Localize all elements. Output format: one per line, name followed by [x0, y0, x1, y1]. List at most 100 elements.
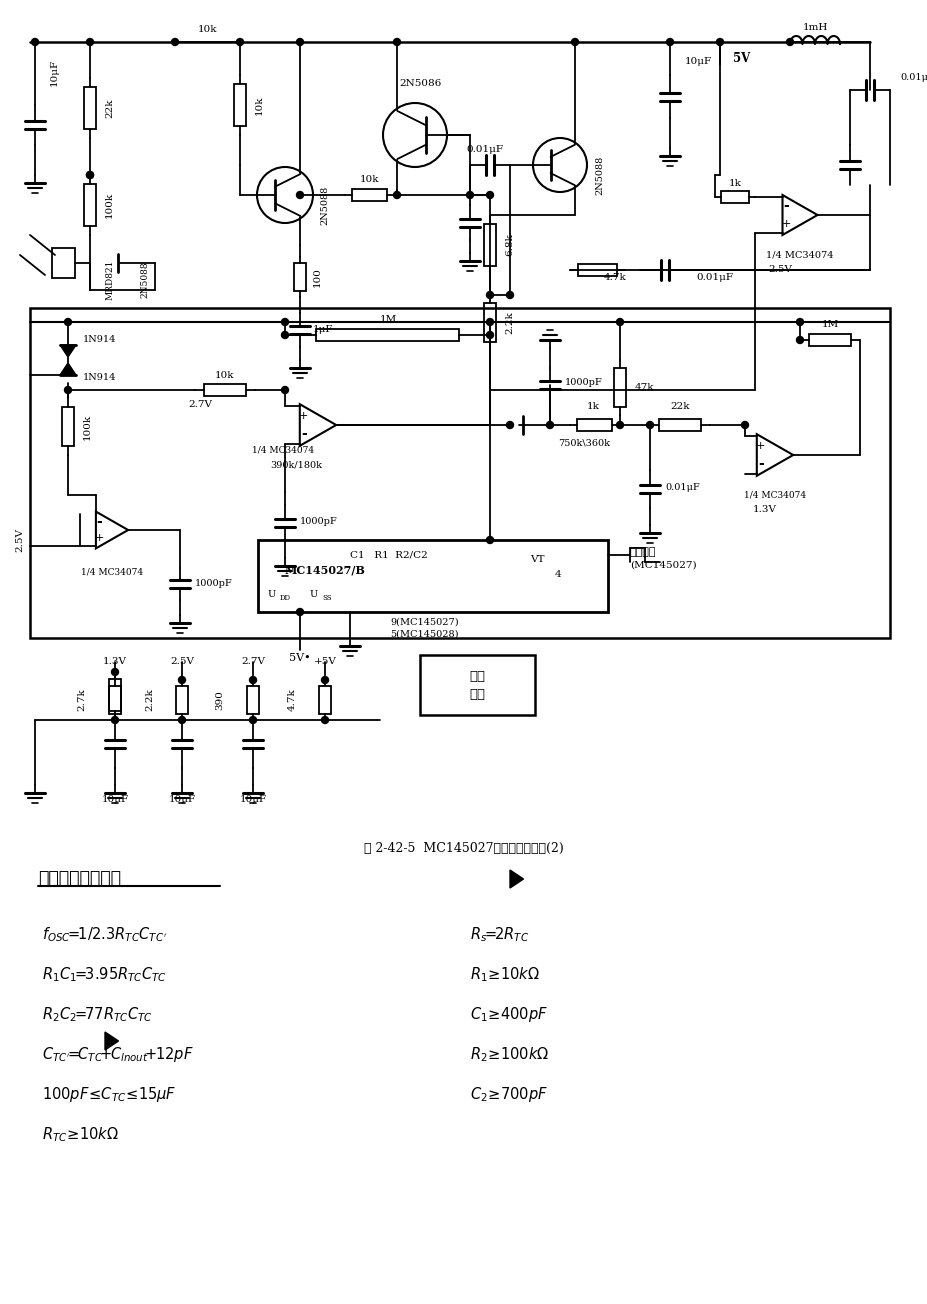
- Circle shape: [795, 318, 803, 326]
- Text: 750k\360k: 750k\360k: [557, 438, 609, 447]
- Text: 2.2k: 2.2k: [504, 312, 514, 334]
- Text: SS: SS: [322, 595, 331, 602]
- Text: 2N5088: 2N5088: [320, 185, 329, 224]
- Circle shape: [506, 292, 513, 299]
- Text: 5V: 5V: [732, 51, 749, 64]
- Text: $100pF\!\leq\! C_{TC}\!\leq\! 15\mu F$: $100pF\!\leq\! C_{TC}\!\leq\! 15\mu F$: [42, 1085, 176, 1104]
- Text: MC145027/B: MC145027/B: [285, 565, 365, 575]
- Text: $C_1\!\geq\! 400pF$: $C_1\!\geq\! 400pF$: [469, 1005, 548, 1025]
- Circle shape: [65, 386, 71, 394]
- Text: 47k: 47k: [634, 383, 654, 393]
- Text: 0.01μF: 0.01μF: [696, 274, 732, 283]
- Text: $R_2C_2\!\!=\!\!77R_{TC}C_{TC}$: $R_2C_2\!\!=\!\!77R_{TC}C_{TC}$: [42, 1005, 153, 1025]
- Circle shape: [716, 39, 723, 46]
- Circle shape: [786, 39, 793, 46]
- Bar: [720, 190, 748, 203]
- Bar: [578, 263, 616, 276]
- Text: 0.01μF: 0.01μF: [899, 73, 927, 82]
- Circle shape: [281, 318, 288, 326]
- Bar: [234, 83, 246, 126]
- Text: 1/4 MC34074: 1/4 MC34074: [252, 446, 313, 455]
- Text: 10μF: 10μF: [684, 57, 711, 67]
- Text: 1N914: 1N914: [83, 373, 116, 382]
- Polygon shape: [60, 346, 76, 357]
- Text: 22k: 22k: [669, 403, 689, 412]
- Text: 0.01μF: 0.01μF: [665, 484, 699, 493]
- Text: -: -: [782, 200, 788, 214]
- Text: 2.7V: 2.7V: [188, 400, 211, 409]
- Circle shape: [178, 677, 185, 683]
- Circle shape: [466, 192, 473, 198]
- Bar: [108, 686, 121, 715]
- Bar: [614, 368, 626, 407]
- Circle shape: [486, 318, 493, 326]
- Text: $R_{TC}\!\geq\! 10k\Omega$: $R_{TC}\!\geq\! 10k\Omega$: [42, 1125, 119, 1145]
- Bar: [315, 329, 459, 342]
- Circle shape: [281, 331, 288, 339]
- Text: 2N5086: 2N5086: [399, 78, 440, 87]
- Text: 1mH: 1mH: [802, 23, 827, 33]
- Text: 2N5088: 2N5088: [140, 262, 149, 299]
- Bar: [247, 686, 259, 715]
- Circle shape: [486, 192, 493, 198]
- Bar: [808, 334, 850, 346]
- Text: +5V: +5V: [313, 657, 337, 666]
- Text: U: U: [268, 591, 276, 600]
- Text: 1000pF: 1000pF: [565, 378, 603, 387]
- Text: 4.7k: 4.7k: [603, 274, 626, 283]
- Text: 1/4 MC34074: 1/4 MC34074: [743, 490, 806, 499]
- Text: 100k: 100k: [83, 413, 92, 439]
- Text: 10μF: 10μF: [101, 795, 129, 805]
- Text: 1μF: 1μF: [312, 326, 333, 335]
- Circle shape: [249, 716, 256, 724]
- Circle shape: [486, 292, 493, 299]
- Polygon shape: [510, 870, 523, 888]
- Text: 1000pF: 1000pF: [195, 579, 233, 588]
- Circle shape: [111, 669, 119, 675]
- Text: MRD821: MRD821: [106, 259, 114, 300]
- Text: 390: 390: [215, 690, 224, 709]
- Text: (MC145027): (MC145027): [629, 561, 696, 570]
- Text: 6.8k: 6.8k: [504, 233, 514, 257]
- Text: 10k: 10k: [360, 176, 379, 184]
- Text: 1.3V: 1.3V: [752, 506, 776, 515]
- Text: 5V•: 5V•: [289, 653, 311, 662]
- Circle shape: [393, 39, 400, 46]
- Text: 1000pF: 1000pF: [299, 518, 337, 527]
- Text: 1N914: 1N914: [83, 335, 116, 344]
- Bar: [294, 263, 306, 291]
- Text: 2.7k: 2.7k: [78, 689, 86, 712]
- Text: $f_{OSC}\!\!=\!\!1/2.3R_{TC}C_{TC^{\prime}}$: $f_{OSC}\!\!=\!\!1/2.3R_{TC}C_{TC^{\prim…: [42, 926, 167, 944]
- Text: -: -: [96, 515, 102, 529]
- Text: 1k: 1k: [586, 403, 599, 412]
- Text: 2.7V: 2.7V: [241, 657, 265, 666]
- Text: $C_2\!\geq\! 700pF$: $C_2\!\geq\! 700pF$: [469, 1085, 548, 1104]
- Text: 1/4 MC34074: 1/4 MC34074: [766, 250, 832, 259]
- Text: +: +: [95, 533, 104, 542]
- Bar: [319, 686, 331, 715]
- Circle shape: [321, 677, 328, 683]
- Text: -: -: [757, 458, 763, 471]
- Text: +: +: [781, 219, 790, 228]
- Circle shape: [486, 536, 493, 544]
- Text: 1M: 1M: [820, 321, 838, 330]
- Bar: [62, 407, 74, 446]
- Circle shape: [321, 716, 328, 724]
- Circle shape: [546, 421, 552, 429]
- Circle shape: [297, 609, 303, 615]
- Text: U: U: [310, 591, 318, 600]
- Text: 4: 4: [554, 570, 561, 579]
- Text: $R_s\!\!=\!\!2R_{TC}$: $R_s\!\!=\!\!2R_{TC}$: [469, 926, 528, 944]
- Text: 2.2k: 2.2k: [146, 689, 154, 712]
- Text: VT: VT: [529, 556, 544, 565]
- Bar: [52, 248, 75, 278]
- Polygon shape: [60, 363, 76, 376]
- Text: $C_{TC^{\prime}}\!\!=\!\!C_{TC}\!\!+\!\!C_{lnout}\!\!+\!\!12pF$: $C_{TC^{\prime}}\!\!=\!\!C_{TC}\!\!+\!\!…: [42, 1046, 194, 1064]
- Circle shape: [795, 336, 803, 343]
- Circle shape: [506, 421, 513, 429]
- Text: 10k: 10k: [215, 372, 235, 381]
- Text: 5(MC145028): 5(MC145028): [389, 630, 458, 639]
- Bar: [84, 184, 95, 226]
- Text: $R_2\!\geq\! 100k\Omega$: $R_2\!\geq\! 100k\Omega$: [469, 1046, 549, 1064]
- Text: 10μF: 10μF: [239, 795, 266, 805]
